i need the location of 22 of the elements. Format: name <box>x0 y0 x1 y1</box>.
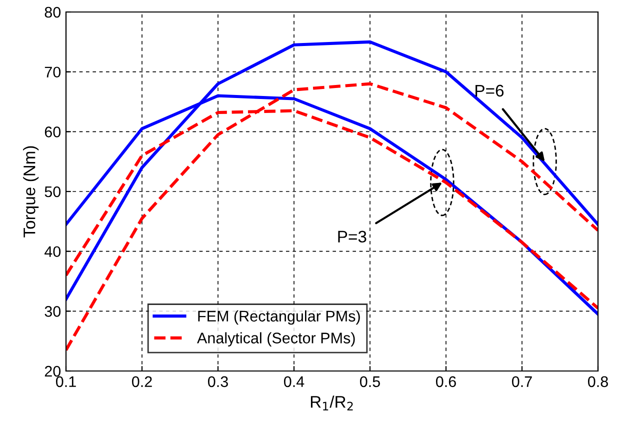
x-tick-label: 0.3 <box>208 376 228 388</box>
y-tick-label: 40 <box>44 246 61 258</box>
annotation: P=6 <box>476 84 504 97</box>
y-tick-label: 20 <box>44 366 61 377</box>
x-tick-label: 0.4 <box>284 376 304 388</box>
line-series <box>66 82 598 352</box>
y-tick-label: 80 <box>44 6 61 18</box>
y-tick-label: 60 <box>44 126 61 138</box>
y-tick-label: 50 <box>44 186 61 198</box>
x-tick-label: 0.5 <box>360 376 380 388</box>
annotation: P=3 <box>338 230 366 243</box>
x-tick-label: 0.8 <box>588 376 608 388</box>
y-axis-title: Torque (Nm) <box>23 146 39 238</box>
x-axis-title: R$_{1}$/R$_{2}$ <box>310 396 353 410</box>
legend-label: FEM (Rectangular PMs) <box>198 310 360 325</box>
y-tick-label: 70 <box>44 66 61 78</box>
x-tick-label: 0.1 <box>56 376 76 388</box>
x-tick-label: 0.7 <box>512 376 532 388</box>
legend-label: Analytical (Sector PMs) <box>197 332 355 346</box>
y-tick-label: 30 <box>44 306 61 317</box>
x-tick-label: 0.2 <box>132 376 152 388</box>
x-tick-label: 0.6 <box>436 376 456 388</box>
